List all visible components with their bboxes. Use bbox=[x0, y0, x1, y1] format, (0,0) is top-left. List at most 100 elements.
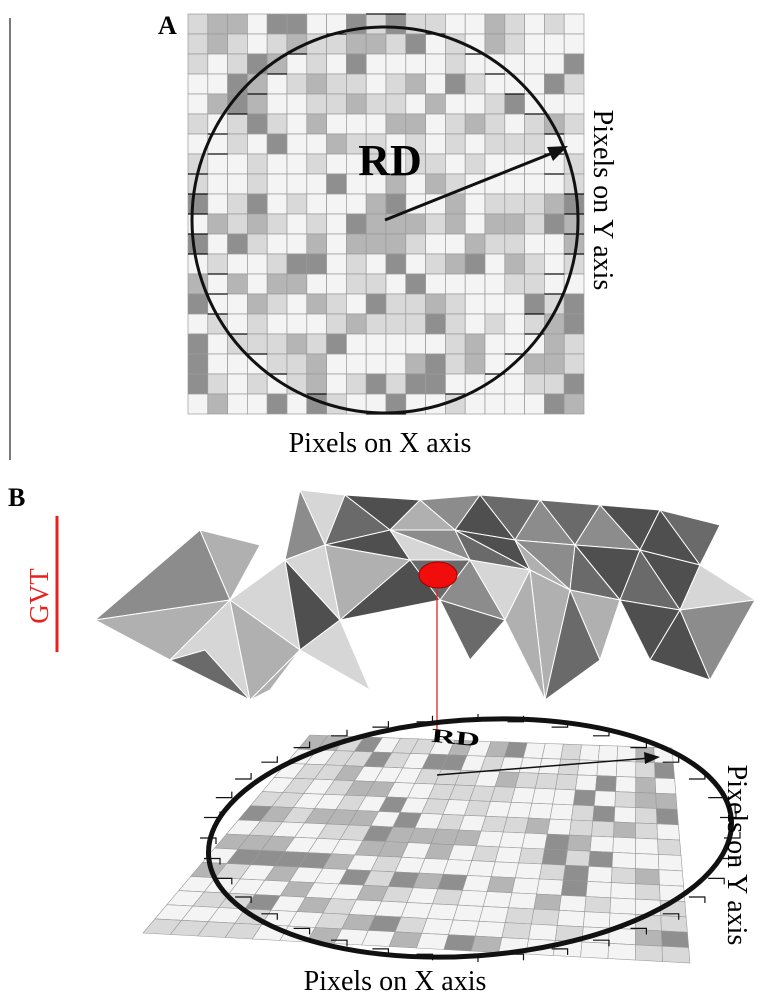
pixel-cell bbox=[365, 193, 387, 215]
pixel-cell bbox=[654, 762, 675, 780]
pixel-cell bbox=[445, 93, 466, 115]
pixel-cell bbox=[346, 73, 367, 95]
pixel-cell bbox=[506, 801, 533, 819]
pixel-cell bbox=[504, 273, 525, 295]
pixel-cell bbox=[522, 742, 546, 759]
pixel-cell bbox=[494, 846, 523, 864]
pixel-cell bbox=[484, 273, 506, 295]
pixel-cell bbox=[247, 153, 268, 175]
pixel-cell bbox=[510, 787, 536, 804]
pixel-cell bbox=[326, 73, 347, 95]
pixel-cell bbox=[326, 93, 347, 115]
pixel-cell bbox=[187, 353, 209, 375]
pixel-cell bbox=[655, 792, 678, 810]
pixel-cell bbox=[610, 882, 636, 900]
pixel-cell bbox=[346, 253, 367, 275]
pixel-cell bbox=[563, 53, 585, 75]
pixel-cell bbox=[504, 13, 525, 35]
pixel-cell bbox=[207, 53, 228, 75]
pixel-cell bbox=[405, 253, 426, 275]
pixel-cell bbox=[544, 193, 565, 215]
pixel-cell bbox=[227, 213, 248, 235]
pixel-cell bbox=[524, 133, 545, 155]
pixel-cell bbox=[596, 760, 618, 777]
pixel-cell bbox=[286, 253, 308, 275]
pixel-cell bbox=[611, 867, 636, 885]
pixel-cell bbox=[504, 133, 525, 155]
pixel-cell bbox=[266, 233, 288, 255]
pixel-cell bbox=[524, 173, 545, 195]
pixel-cell bbox=[365, 273, 387, 295]
pixel-cell bbox=[549, 803, 574, 821]
pixel-cell bbox=[490, 861, 519, 879]
pixel-cell bbox=[405, 233, 426, 255]
pixel-cell bbox=[425, 173, 446, 195]
pixel-cell bbox=[544, 13, 565, 35]
pixel-cell bbox=[442, 859, 473, 876]
pixel-cell bbox=[385, 13, 407, 35]
pixel-cell bbox=[266, 93, 288, 115]
pixel-cell bbox=[464, 293, 486, 315]
pixel-cell bbox=[346, 353, 367, 375]
pixel-cell bbox=[227, 233, 248, 255]
pixel-cell bbox=[524, 193, 545, 215]
pixel-cell bbox=[565, 849, 591, 867]
pixel-cell bbox=[207, 333, 228, 355]
pixel-cell bbox=[445, 373, 466, 395]
pixel-cell bbox=[544, 233, 565, 255]
pixel-cell bbox=[405, 313, 426, 335]
pixel-cell bbox=[538, 863, 566, 881]
pixel-cell bbox=[445, 253, 466, 275]
pixel-cell bbox=[575, 774, 598, 792]
pixel-cell bbox=[657, 854, 683, 872]
pixel-cell bbox=[661, 945, 691, 964]
pixel-cell bbox=[385, 333, 407, 355]
surface-facet bbox=[199, 529, 261, 602]
pixel-cell bbox=[464, 153, 486, 175]
pixel-cell bbox=[563, 73, 585, 95]
pixel-cell bbox=[484, 353, 506, 375]
pixel-cell bbox=[326, 353, 347, 375]
pixel-cell bbox=[247, 253, 268, 275]
pixel-cell bbox=[589, 835, 614, 853]
pixel-cell bbox=[514, 772, 539, 789]
pixel-cell bbox=[567, 834, 592, 852]
pixel-cell bbox=[592, 805, 616, 823]
pixel-cell bbox=[385, 33, 407, 55]
pixel-cell bbox=[635, 868, 660, 886]
pixel-cell bbox=[306, 73, 327, 95]
radius-label-a: RD bbox=[358, 136, 422, 185]
pixel-cell bbox=[445, 153, 466, 175]
pixel-cell bbox=[524, 253, 545, 275]
pixel-cell bbox=[286, 213, 308, 235]
pixel-cell bbox=[657, 838, 682, 856]
pixel-cell bbox=[544, 333, 565, 355]
pixel-cell bbox=[286, 313, 308, 335]
pixel-grid-b bbox=[142, 734, 691, 964]
pixel-cell bbox=[485, 801, 512, 818]
pixel-cell bbox=[227, 173, 248, 195]
surface-facet bbox=[168, 649, 251, 701]
pixel-cell bbox=[286, 93, 308, 115]
pixel-cell bbox=[634, 929, 663, 947]
pixel-cell bbox=[563, 313, 585, 335]
pixel-cell bbox=[266, 393, 288, 415]
gvt-label: GVT bbox=[24, 568, 54, 624]
pixel-cell bbox=[346, 293, 367, 315]
pixel-cell bbox=[346, 193, 367, 215]
pixel-cell bbox=[425, 213, 446, 235]
pixel-cell bbox=[388, 931, 423, 949]
pixel-cell bbox=[326, 33, 347, 55]
pixel-cell bbox=[346, 93, 367, 115]
pixel-cell bbox=[634, 944, 663, 962]
pixel-cell bbox=[426, 903, 459, 921]
pixel-cell bbox=[534, 772, 559, 790]
pixel-cell bbox=[385, 193, 407, 215]
pixel-cell bbox=[326, 253, 347, 275]
pixel-cell bbox=[421, 918, 454, 936]
pixel-cell bbox=[227, 293, 248, 315]
pixel-cell bbox=[247, 93, 268, 115]
pixel-cell bbox=[365, 53, 387, 75]
pixel-cell bbox=[544, 393, 565, 415]
